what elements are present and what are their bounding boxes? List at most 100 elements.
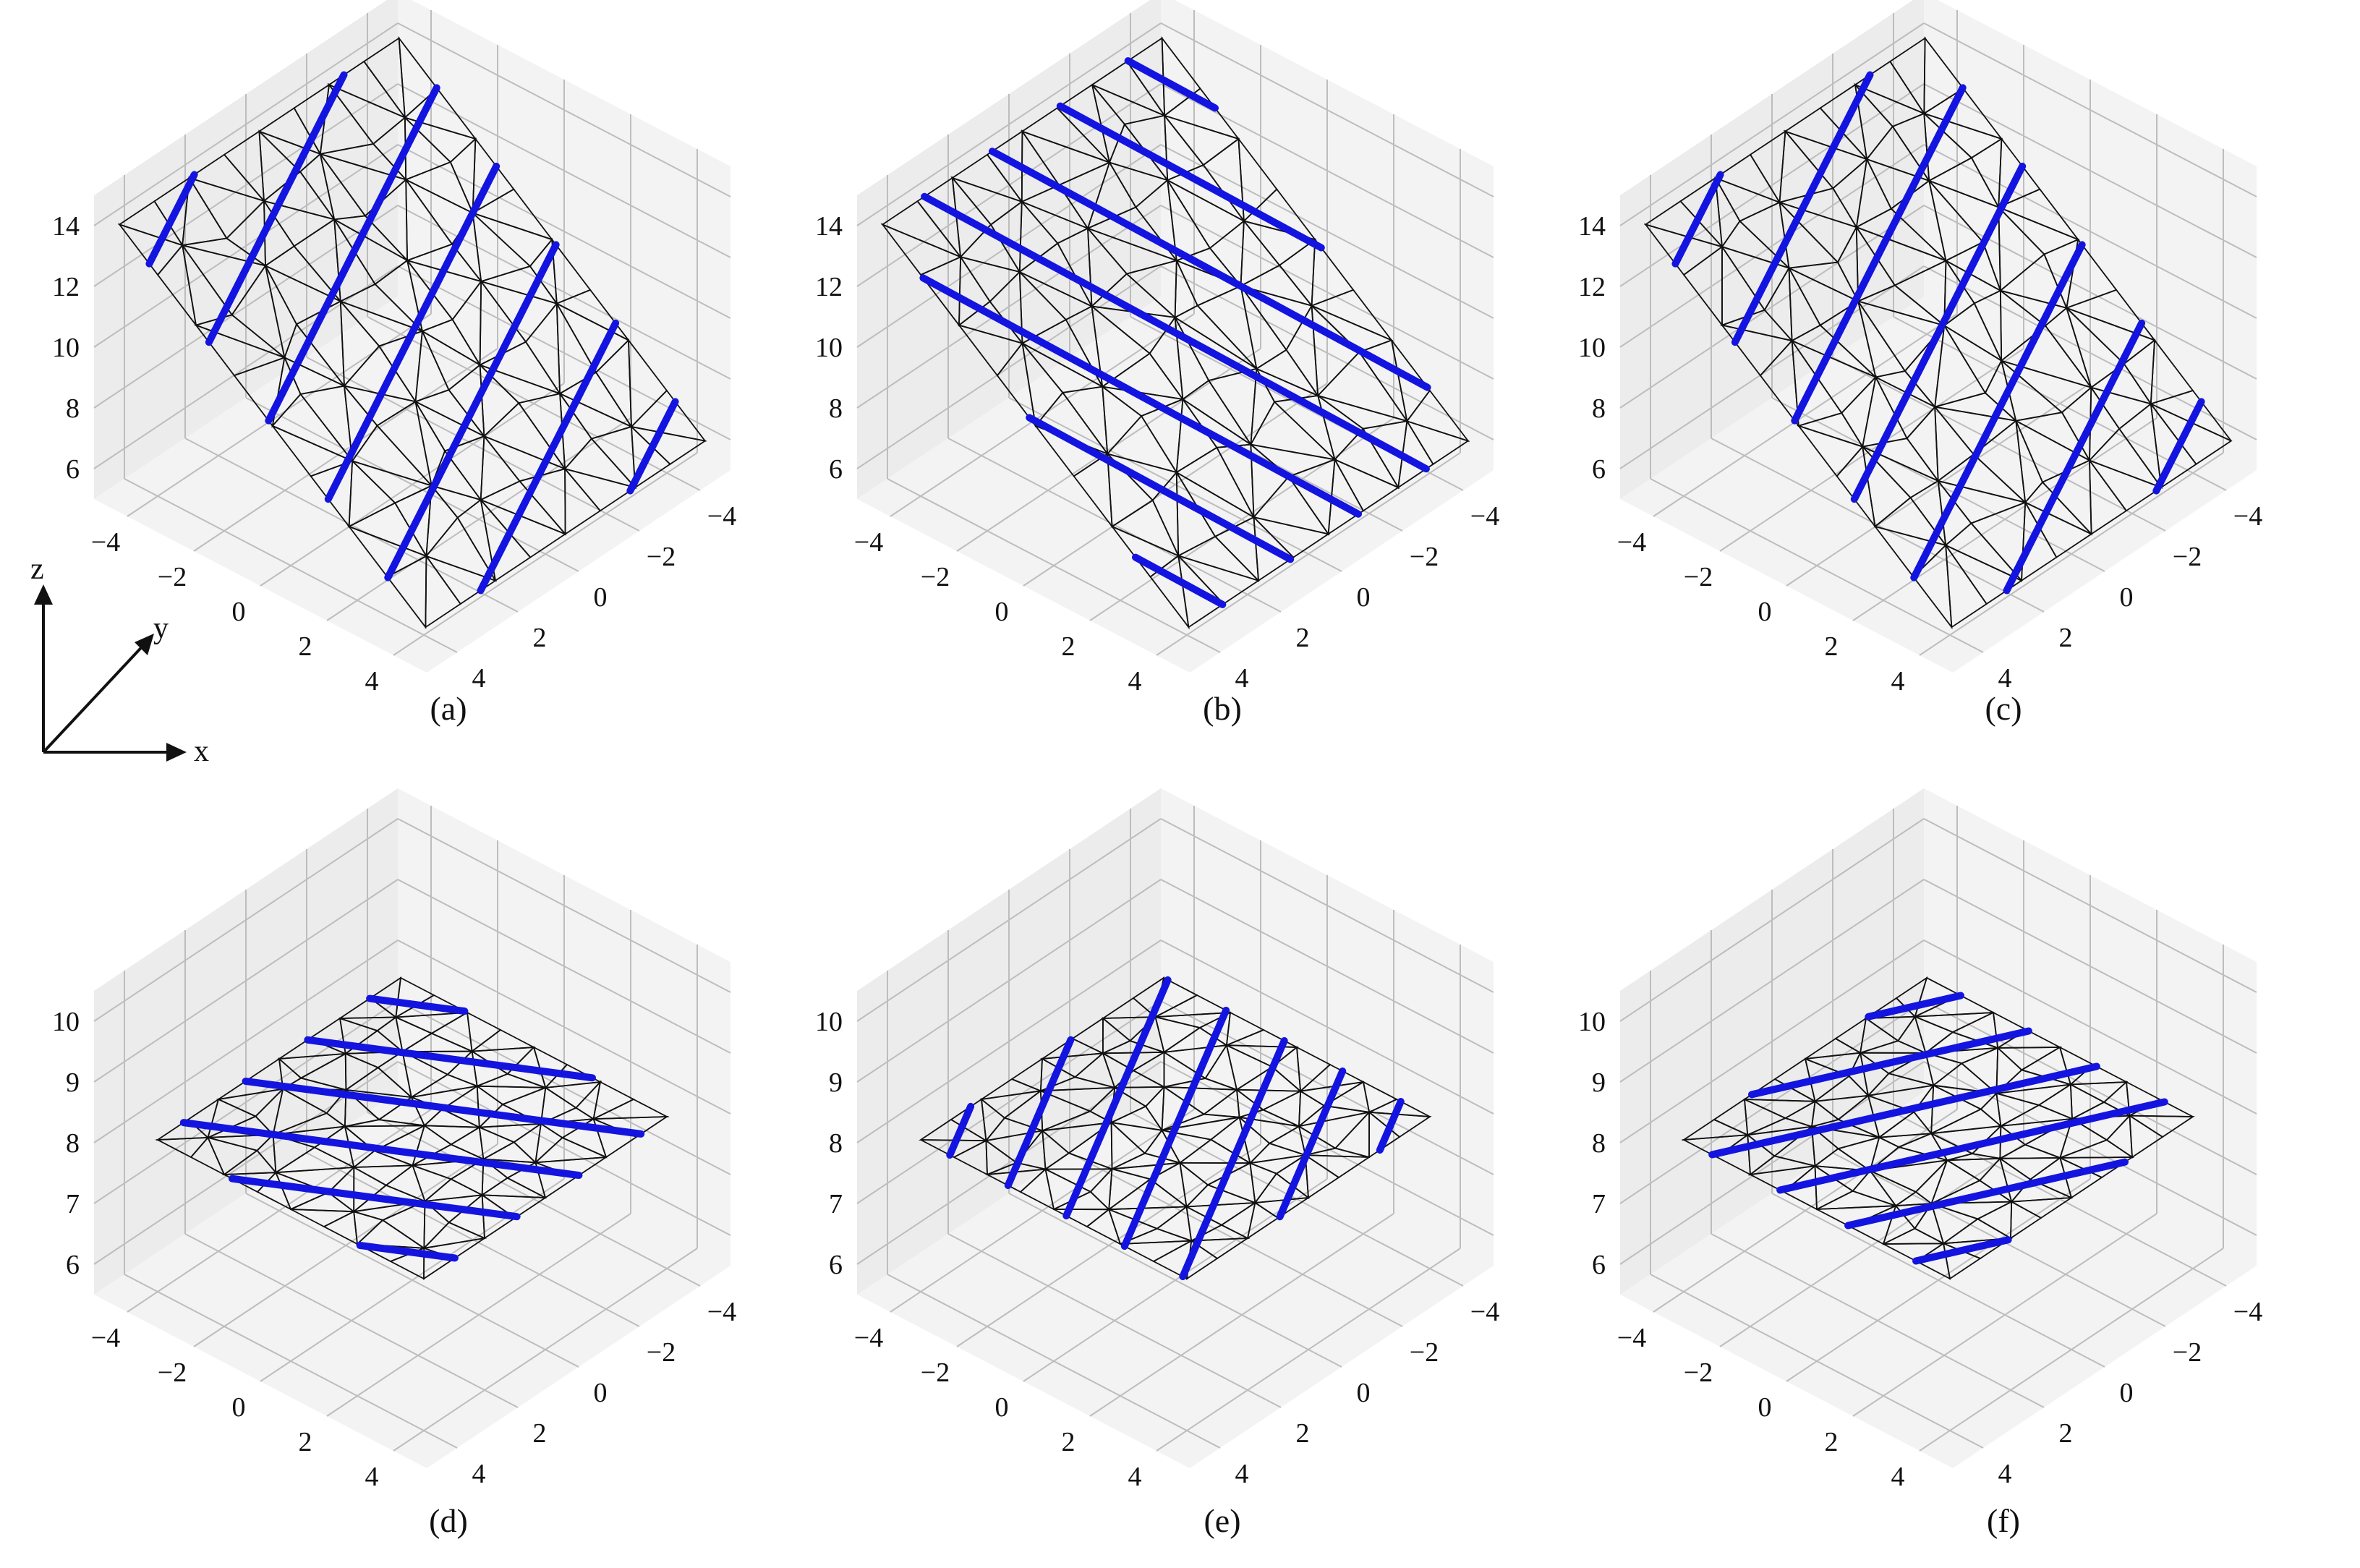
gridline — [397, 22, 731, 197]
fiber-line — [1179, 1036, 1288, 1281]
gridline — [1160, 939, 1494, 1115]
gridline — [1160, 265, 1494, 440]
x-tick-label: 2 — [1825, 1427, 1839, 1457]
z-tick-label: 8 — [829, 1128, 843, 1159]
gridline — [887, 478, 1221, 653]
x-tick-label: 0 — [995, 597, 1009, 627]
x-tick-label: 0 — [232, 597, 246, 627]
z-tick-label: 6 — [1592, 454, 1606, 485]
fiber-line — [1132, 553, 1227, 608]
y-tick-label: 0 — [2120, 582, 2134, 613]
fiber-line — [919, 274, 1363, 518]
gridline — [947, 1233, 1282, 1408]
mesh — [155, 976, 670, 1280]
fiber-line — [228, 1175, 521, 1221]
gridline — [184, 1233, 519, 1408]
axes-indicator-z-arrowhead — [34, 584, 53, 605]
panel-caption: (e) — [1204, 1502, 1240, 1539]
y-tick-label: 4 — [1998, 663, 2012, 694]
z-tick-label: 8 — [66, 1128, 80, 1159]
mesh-triangle — [1912, 543, 1953, 630]
mesh-triangle — [953, 1139, 988, 1176]
fiber-line — [324, 162, 500, 503]
gridline — [1160, 1061, 1494, 1236]
gridline — [1160, 205, 1494, 380]
x-tick-label: −2 — [158, 562, 187, 592]
fiber-line — [1376, 1097, 1405, 1154]
gridline — [1160, 879, 1494, 1054]
z-tick-label: 9 — [1592, 1068, 1606, 1098]
gridline — [887, 1274, 1221, 1449]
gridline — [1919, 452, 2224, 656]
z-tick-label: 10 — [1578, 1007, 1606, 1037]
z-tick-label: 12 — [1578, 272, 1606, 302]
z-tick-label: 7 — [66, 1189, 80, 1219]
mesh-triangle — [1716, 1133, 1752, 1176]
mesh-triangle — [156, 244, 197, 326]
panel-caption: (a) — [430, 690, 467, 727]
gridline — [93, 265, 399, 469]
z-tick-label: 12 — [815, 272, 843, 302]
mesh — [919, 976, 1432, 1280]
fiber-line — [1748, 1027, 2032, 1099]
y-tick-label: 2 — [2059, 623, 2073, 653]
fiber-line — [205, 71, 348, 346]
panel-caption: (f) — [1987, 1502, 2020, 1539]
x-tick-label: −4 — [91, 527, 120, 558]
x-tick-label: −2 — [1684, 562, 1713, 592]
fiber-line — [1791, 84, 1967, 425]
fiber-line — [1124, 57, 1219, 112]
gridline — [1923, 939, 2257, 1115]
gridline — [856, 1000, 1162, 1204]
fiber-line — [1708, 1062, 2100, 1159]
gridline — [1923, 1000, 2257, 1175]
gridline — [856, 205, 1162, 409]
x-tick-label: 4 — [1891, 1462, 1905, 1492]
gridline — [856, 879, 1162, 1083]
z-tick-label: 8 — [1592, 393, 1606, 424]
axes-indicator-x-arrowhead — [166, 743, 187, 762]
gridline — [1923, 879, 2257, 1054]
x-tick-label: 2 — [1062, 631, 1075, 662]
gridline — [856, 939, 1162, 1143]
gridline — [124, 1274, 458, 1449]
x-tick-label: 2 — [1062, 1427, 1075, 1457]
gridline — [856, 1061, 1162, 1265]
y-tick-label: 2 — [2059, 1418, 2073, 1449]
fiber-line — [1850, 162, 2027, 503]
mesh-triangle — [919, 255, 962, 328]
fiber-line — [384, 241, 560, 581]
gridline — [245, 1193, 579, 1368]
gridline — [1923, 144, 2257, 319]
z-tick-label: 10 — [52, 1007, 80, 1037]
fiber-line — [1865, 992, 1964, 1021]
fiber-line — [1004, 1036, 1075, 1190]
panel-caption: (b) — [1203, 690, 1242, 727]
gridline — [1852, 1213, 2157, 1417]
z-tick-label: 7 — [829, 1189, 843, 1219]
y-tick-label: 4 — [1235, 1459, 1249, 1489]
y-tick-label: 4 — [472, 1459, 486, 1489]
gridline — [1160, 818, 1494, 993]
y-tick-label: 2 — [533, 1418, 547, 1449]
axes-indicator-y-arrowhead — [135, 634, 154, 655]
fiber-line — [366, 994, 469, 1015]
y-tick-label: 0 — [2120, 1378, 2134, 1408]
x-tick-label: 4 — [1891, 666, 1905, 696]
z-tick-label: 9 — [829, 1068, 843, 1098]
y-tick-label: 0 — [1357, 1378, 1371, 1408]
x-tick-label: 4 — [365, 666, 379, 696]
mesh-triangle — [1682, 245, 1723, 328]
gridline — [93, 939, 399, 1143]
x-tick-label: −2 — [921, 562, 950, 592]
gridline — [93, 818, 399, 1022]
y-tick-label: −4 — [707, 1297, 736, 1327]
z-tick-label: 6 — [66, 454, 80, 485]
gridline — [1619, 205, 1925, 409]
gridline — [1619, 83, 1925, 287]
gridline — [1919, 1248, 2224, 1452]
gridline — [1619, 1061, 1925, 1265]
x-tick-label: 0 — [1758, 1392, 1772, 1423]
